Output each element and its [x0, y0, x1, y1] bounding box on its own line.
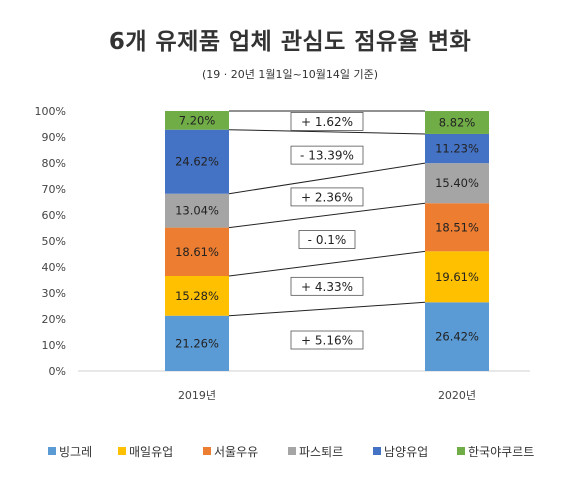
data-label: 18.51% — [435, 220, 479, 234]
change-box — [290, 330, 364, 350]
x-tick-label: 2019년 — [178, 389, 216, 402]
bar-segment — [425, 163, 489, 204]
bar-segment — [165, 227, 229, 276]
data-label: 11.23% — [435, 142, 479, 156]
change-label: + 2.36% — [301, 190, 353, 204]
y-tick-label: 70% — [42, 183, 66, 196]
legend-swatch — [118, 447, 126, 455]
change-box — [298, 230, 356, 249]
legend-swatch — [48, 447, 56, 455]
y-tick-label: 60% — [42, 209, 66, 222]
legend-label: 한국야쿠르트 — [468, 445, 534, 459]
legend-label: 서울우유 — [214, 445, 258, 459]
data-label: 24.62% — [175, 155, 219, 169]
connector-line — [228, 250, 426, 277]
legend-label: 빙그레 — [59, 445, 92, 459]
change-box — [290, 187, 364, 207]
y-tick-label: 80% — [42, 157, 66, 170]
legend-label: 매일유업 — [129, 445, 173, 459]
change-label: + 5.16% — [301, 334, 353, 348]
connector-line — [228, 202, 426, 229]
change-label: + 1.62% — [301, 115, 353, 129]
y-tick-label: 40% — [42, 261, 66, 274]
bar-segment — [425, 133, 489, 164]
bar-segment — [165, 110, 229, 130]
legend-label: 파스퇴르 — [299, 445, 343, 459]
legend-swatch — [288, 447, 296, 455]
bar-segment — [165, 275, 229, 316]
legend-swatch — [457, 447, 465, 455]
y-tick-label: 90% — [42, 131, 66, 144]
change-label: - 0.1% — [308, 233, 347, 247]
legend-swatch — [203, 447, 211, 455]
data-label: 18.61% — [175, 245, 219, 259]
x-tick-label: 2020년 — [438, 389, 476, 402]
bar-segment — [425, 111, 489, 134]
y-tick-label: 100% — [35, 105, 66, 118]
change-box — [290, 145, 364, 165]
data-label: 8.82% — [439, 115, 476, 129]
change-label: + 4.33% — [301, 280, 353, 294]
change-box — [290, 276, 364, 296]
data-label: 13.04% — [175, 204, 219, 218]
y-tick-label: 0% — [49, 365, 66, 378]
connector-line — [228, 162, 426, 195]
data-label: 21.26% — [175, 336, 219, 350]
connector-line — [228, 129, 426, 135]
change-box — [290, 112, 364, 131]
data-label: 15.40% — [435, 176, 479, 190]
bar-segment — [425, 203, 489, 252]
chart-subtitle: (19 · 20년 1월1일~10월14일 기준) — [201, 68, 379, 81]
change-label: - 13.39% — [300, 149, 354, 163]
y-tick-label: 50% — [42, 235, 66, 248]
bar-segment — [165, 129, 229, 194]
legend-label: 남양유업 — [384, 445, 428, 459]
data-label: 26.42% — [435, 330, 479, 344]
legend-swatch — [373, 447, 381, 455]
y-tick-label: 10% — [42, 339, 66, 352]
y-tick-label: 30% — [42, 287, 66, 300]
y-tick-label: 20% — [42, 313, 66, 326]
bar-segment — [425, 251, 489, 303]
data-label: 19.61% — [435, 270, 479, 284]
chart-title: 6개 유제품 업체 관심도 점유율 변화 — [108, 29, 472, 55]
bar-segment — [165, 193, 229, 228]
connector-line — [228, 301, 426, 317]
data-label: 7.20% — [179, 113, 216, 127]
data-label: 15.28% — [175, 289, 219, 303]
bar-segment — [165, 315, 229, 371]
bar-segment — [425, 302, 489, 371]
